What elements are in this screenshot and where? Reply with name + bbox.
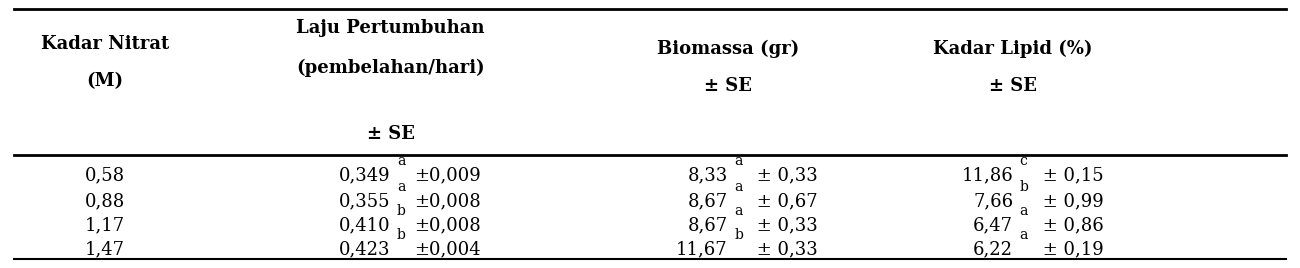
Text: a: a bbox=[734, 180, 742, 194]
Text: ± 0,33: ± 0,33 bbox=[751, 166, 818, 184]
Text: (M): (M) bbox=[87, 72, 124, 90]
Text: ± SE: ± SE bbox=[703, 77, 751, 95]
Text: 8,67: 8,67 bbox=[688, 217, 728, 234]
Text: 0,88: 0,88 bbox=[84, 193, 125, 211]
Text: 0,349: 0,349 bbox=[339, 166, 390, 184]
Text: a: a bbox=[1019, 228, 1028, 242]
Text: ± 0,15: ± 0,15 bbox=[1036, 166, 1104, 184]
Text: a: a bbox=[396, 180, 406, 194]
Text: 11,86: 11,86 bbox=[962, 166, 1013, 184]
Text: ±0,008: ±0,008 bbox=[413, 193, 481, 211]
Text: a: a bbox=[1019, 204, 1028, 218]
Text: b: b bbox=[396, 228, 406, 242]
Text: ± 0,33: ± 0,33 bbox=[751, 217, 818, 234]
Text: 0,410: 0,410 bbox=[339, 217, 390, 234]
Text: ± 0,33: ± 0,33 bbox=[751, 240, 818, 258]
Text: ± 0,67: ± 0,67 bbox=[751, 193, 818, 211]
Text: c: c bbox=[1019, 154, 1027, 168]
Text: ±0,004: ±0,004 bbox=[413, 240, 481, 258]
Text: 8,33: 8,33 bbox=[688, 166, 728, 184]
Text: ± 0,19: ± 0,19 bbox=[1036, 240, 1104, 258]
Text: Kadar Nitrat: Kadar Nitrat bbox=[42, 35, 169, 53]
Text: b: b bbox=[396, 204, 406, 218]
Text: b: b bbox=[734, 228, 744, 242]
Text: Laju Pertumbuhan: Laju Pertumbuhan bbox=[296, 19, 485, 37]
Text: 7,66: 7,66 bbox=[974, 193, 1013, 211]
Text: ±0,008: ±0,008 bbox=[413, 217, 481, 234]
Text: 6,47: 6,47 bbox=[974, 217, 1013, 234]
Text: 0,355: 0,355 bbox=[339, 193, 390, 211]
Text: a: a bbox=[734, 154, 742, 168]
Text: 0,58: 0,58 bbox=[84, 166, 125, 184]
Text: ± SE: ± SE bbox=[989, 77, 1037, 95]
Text: 8,67: 8,67 bbox=[688, 193, 728, 211]
Text: ± 0,86: ± 0,86 bbox=[1036, 217, 1104, 234]
Text: Kadar Lipid (%): Kadar Lipid (%) bbox=[933, 40, 1093, 58]
Text: Biomassa (gr): Biomassa (gr) bbox=[656, 40, 800, 58]
Text: 11,67: 11,67 bbox=[676, 240, 728, 258]
Text: 0,423: 0,423 bbox=[339, 240, 390, 258]
Text: b: b bbox=[1019, 180, 1028, 194]
Text: 6,22: 6,22 bbox=[974, 240, 1013, 258]
Text: a: a bbox=[396, 154, 406, 168]
Text: (pembelahan/hari): (pembelahan/hari) bbox=[296, 59, 485, 77]
Text: ±0,009: ±0,009 bbox=[413, 166, 481, 184]
Text: ± SE: ± SE bbox=[367, 125, 415, 143]
Text: 1,47: 1,47 bbox=[86, 240, 125, 258]
Text: 1,17: 1,17 bbox=[84, 217, 125, 234]
Text: ± 0,99: ± 0,99 bbox=[1036, 193, 1104, 211]
Text: a: a bbox=[734, 204, 742, 218]
